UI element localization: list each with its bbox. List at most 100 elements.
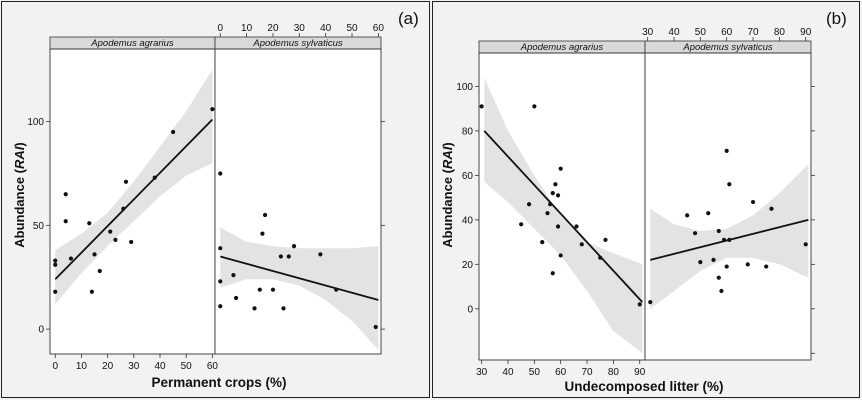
panel-b-facet-2-top-x-tick-label: 70 [747, 27, 759, 38]
panel-a-facet-1-x-tick-label: 20 [102, 361, 114, 372]
panel-b-facet-1-y-tick-label: 60 [462, 171, 474, 182]
panel-a-facet-2-point [260, 231, 265, 236]
panel-b-facet-1-point [550, 271, 555, 276]
panel-b-facet-2-top-x-tick-label: 90 [800, 27, 812, 38]
panel-b-facet-1-point [479, 104, 484, 109]
panel-b-facet-1-point [540, 239, 545, 245]
panel-b-facet-2-top-x-tick-label: 50 [695, 27, 707, 38]
panel-a-facet-1-y-tick-label: 50 [33, 221, 45, 232]
panel-b-facet-1-point [519, 222, 524, 227]
panel-a-facet-2-strip-label: Apodemus sylvaticus [252, 38, 342, 49]
panel-a-facet-2-point [286, 254, 291, 259]
panel-a-facet-1-point [53, 258, 58, 263]
panel-a-facet-2-point [218, 171, 223, 176]
panel-a-facet-2-point [270, 287, 276, 292]
panel-b-facet-2-top-x-tick-label: 40 [668, 27, 680, 38]
panel-a-facet-1-point [87, 221, 92, 226]
panel-a-facet-2-border [214, 48, 382, 355]
panel-a-facet-1-point [129, 239, 134, 245]
panel-a-facet-2-top-x-tick-label: 0 [217, 23, 223, 34]
panel-a-facet-2-fit-line [220, 255, 379, 301]
panel-b-facet-1-y-tick-label: 0 [467, 304, 473, 315]
panel-b-facet-1-point [574, 224, 579, 229]
panel-a-facet-2-point [278, 254, 283, 259]
panel-b-facet-1-confidence-band [484, 77, 643, 354]
panel-b-facet-1-point [637, 302, 642, 307]
panel-b-facet-1-strip-label: Apodemus agrarius [520, 42, 604, 53]
panel-b-facet-2-top-x-tick-label: 80 [774, 27, 786, 38]
panel-b-facet-1-point [598, 255, 603, 260]
panel-a-ylabel: Abundance (RAI) [12, 142, 27, 247]
panel-a-facet-1-x-tick-label: 60 [207, 361, 219, 372]
panel-b-facet-1-point [558, 253, 563, 258]
panel-a-facet-1-point [53, 262, 58, 267]
panel-a-facet-1-x-tick-label: 50 [181, 361, 193, 372]
panel-b-facet-1-point [532, 104, 537, 109]
panel-b-facet-2-point [716, 228, 721, 234]
panel-a-facet-1-point [63, 192, 68, 197]
panel-b-facet-1-y-tick-label: 40 [462, 215, 474, 226]
panel-a-facet-1-y-tick-label: 0 [38, 325, 44, 336]
panel-a-facet-2-point [318, 252, 323, 257]
panel-b-xlabel: Undecomposed litter (%) [564, 379, 723, 394]
panel-a-facet-1-x-tick-label: 30 [128, 361, 140, 372]
panel-b-facet-1-x-tick-label: 60 [555, 367, 567, 378]
panel-b-facet-1-x-tick-label: 40 [502, 367, 514, 378]
panel-b-facet-2-point [727, 237, 732, 242]
panel-a-facet-2-top-x-tick-label: 60 [373, 23, 385, 34]
panel-b-facet-1-point [555, 224, 561, 229]
panel-a-facet-1-x-tick-label: 40 [154, 361, 166, 372]
panel-a-facet-1-x-tick-label: 0 [52, 361, 58, 372]
panel-b-facet-2-point [750, 199, 756, 205]
panel-a-facet-2-point [218, 279, 223, 284]
panel-a-letter: (a) [398, 9, 419, 28]
panel-a-facet-1-point [97, 268, 102, 274]
panel-a-facet-2-point [231, 273, 236, 278]
panel-a-facet-1-point [108, 229, 113, 234]
panel-b-facet-1-point [548, 202, 553, 207]
panel-b-letter: (b) [826, 9, 847, 28]
panel-a-facet-2-point [334, 287, 339, 292]
panel-a-facet-2-point [373, 324, 378, 330]
panel-a-facet-1-point [210, 107, 215, 112]
panel-b-facet-1-x-tick-label: 90 [634, 367, 646, 378]
panel-b-facet-1-point [526, 202, 532, 207]
panel-b-frame [432, 1, 860, 398]
panel-b-facet-1-fit-line [483, 130, 644, 303]
panel-a-facet-1-x-tick-label: 10 [76, 361, 88, 372]
panel-b-chart: (b) Abundance (RAI) Undecomposed litter … [440, 9, 847, 394]
panel-b-facet-2-point [698, 260, 703, 265]
panel-a-facet-2-point [281, 306, 286, 311]
panel-b-facet-1-point [555, 193, 561, 198]
panel-a-facet-2-point [257, 287, 262, 292]
panel-a-facet-1-point [63, 219, 68, 224]
panel-b-facet-2-point [745, 262, 750, 267]
panel-a-facet-2-top-x-tick-label: 30 [294, 23, 306, 34]
panel-a-facet-1-point [123, 179, 129, 184]
panel-a-facet-2-point [218, 246, 223, 251]
panel-a-facet-2-point [291, 244, 297, 249]
panel-a-frame [1, 1, 430, 398]
panel-b-facet-1-point [558, 166, 563, 171]
panel-a-facet-1-point [121, 206, 126, 211]
panel-a-facet-1-point [152, 175, 157, 180]
panel-b-facet-2-point [685, 213, 690, 218]
panel-b-ylabel: Abundance (RAI) [440, 142, 455, 247]
panel-b-facet-2-point [711, 257, 716, 262]
panel-b-facet-2-point [719, 288, 724, 294]
panel-a-facet-2-confidence-band [220, 227, 379, 350]
panel-b-facet-1-x-tick-label: 80 [608, 367, 620, 378]
panel-a-facet-1-confidence-band [55, 69, 213, 305]
panel-a-facet-1-point [113, 237, 118, 242]
panel-b-facet-2-point [803, 242, 808, 247]
panel-a-facet-1-point [89, 289, 95, 294]
panel-a-facet-2-point [233, 295, 239, 301]
panel-a-facet-1-point [68, 256, 74, 261]
panel-b-facet-2-point [706, 211, 711, 216]
panel-b-facet-2-point [724, 264, 729, 269]
panel-b-facet-1-y-tick-label: 80 [462, 126, 474, 137]
panel-a-xlabel: Permanent crops (%) [151, 375, 286, 390]
panel-b-facet-2-top-x-tick-label: 30 [642, 27, 654, 38]
panel-b-facet-1-point [550, 191, 555, 196]
